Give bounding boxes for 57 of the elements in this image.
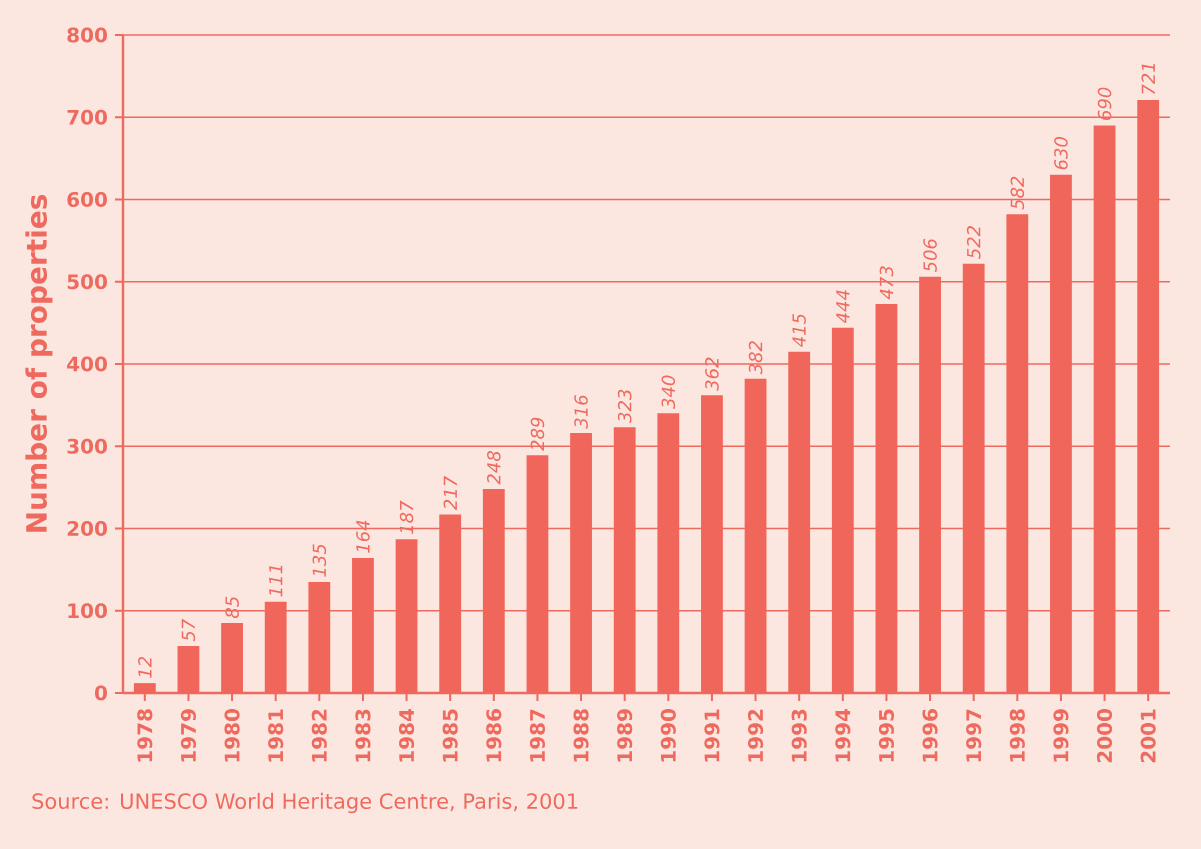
data-label: 690 [1097, 87, 1112, 120]
data-label: 415 [792, 313, 806, 347]
y-tick-label: 400 [67, 356, 107, 372]
data-label: 12 [138, 656, 152, 678]
y-tick-label: 800 [67, 27, 107, 43]
x-tick-label: 1978 [137, 709, 153, 762]
x-tick-label: 1992 [747, 709, 764, 762]
data-label: 582 [1010, 176, 1025, 210]
y-tick-label: 300 [67, 438, 107, 454]
x-tick-label: 1982 [311, 709, 327, 762]
data-label: 473 [879, 266, 894, 300]
x-tick-label: 2001 [1140, 709, 1156, 763]
x-tick-label: 1988 [573, 709, 589, 762]
data-label: 444 [836, 290, 850, 324]
x-tick-label: 1989 [617, 709, 633, 762]
x-tick-label: 1984 [398, 708, 415, 762]
x-tick-label: 2000 [1096, 709, 1113, 763]
data-label: 362 [705, 357, 719, 391]
data-label: 135 [312, 544, 327, 577]
data-label: 164 [356, 520, 370, 553]
y-tick-label: 0 [94, 685, 107, 701]
y-tick-label: 500 [67, 274, 107, 290]
data-label: 382 [748, 341, 763, 375]
data-label: 323 [617, 389, 632, 423]
data-label: 289 [530, 417, 545, 451]
data-label: 522 [966, 226, 981, 259]
x-tick-label: 1994 [835, 708, 851, 762]
x-tick-label: 1980 [224, 709, 240, 762]
data-label: 316 [574, 395, 588, 429]
x-tick-label: 1983 [355, 709, 371, 762]
data-label: 506 [923, 238, 937, 273]
x-tick-label: 1987 [529, 709, 545, 762]
y-tick-label: 700 [67, 109, 107, 125]
y-tick-label: 200 [67, 520, 107, 537]
x-tick-label: 1996 [922, 709, 938, 762]
data-label: 248 [487, 451, 501, 485]
x-tick-label: 1993 [791, 709, 807, 762]
x-tick-label: 1997 [966, 709, 982, 762]
data-label: 340 [661, 375, 676, 409]
x-tick-label: 1981 [268, 709, 284, 762]
x-tick-label: 1979 [180, 709, 196, 762]
data-label: 217 [443, 475, 457, 511]
y-tick-label: 100 [68, 603, 107, 619]
x-tick-label: 1991 [704, 709, 720, 762]
x-tick-label: 1995 [878, 709, 894, 762]
x-tick-label: 1999 [1053, 709, 1069, 762]
data-label: 57 [181, 618, 196, 642]
data-label: 630 [1054, 136, 1068, 170]
y-tick-label: 600 [67, 191, 107, 208]
x-tick-label: 1990 [660, 709, 676, 762]
y-axis-title: Number of properties [25, 194, 53, 532]
x-tick-label: 1986 [486, 709, 502, 762]
x-tick-label: 1998 [1009, 709, 1025, 762]
source-note: Source: UNESCO World Heritage Centre, Paris, 2001 [32, 792, 578, 814]
x-tick-label: 1985 [442, 709, 458, 762]
data-label: 721 [1141, 63, 1155, 94]
data-label: 111 [269, 565, 283, 597]
